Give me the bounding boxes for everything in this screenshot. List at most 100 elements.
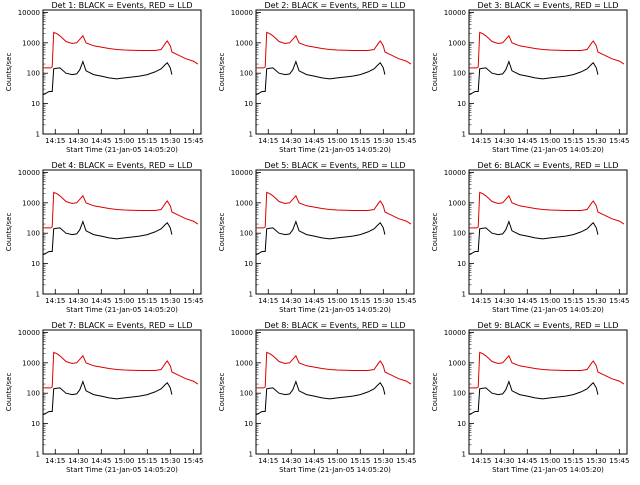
x-tick-label: 14:30	[281, 297, 301, 305]
detector-panel-9: Det 9: BLACK = Events, RED = LLD 1 10 100 10…	[431, 321, 629, 474]
y-tick-label: 1000	[22, 199, 40, 207]
y-axis-label: Counts/sec	[431, 213, 439, 252]
plot-frame	[468, 9, 628, 135]
x-tick-label: 15:30	[160, 137, 180, 145]
x-tick-label: 14:15	[258, 137, 278, 145]
x-tick-label: 15:45	[183, 137, 203, 145]
y-tick-label: 1	[249, 131, 253, 139]
lld-series-line	[43, 31, 199, 69]
y-tick-label: 10000	[231, 329, 253, 337]
x-tick-label: 15:45	[609, 457, 629, 465]
y-tick-label: 100	[453, 390, 466, 398]
x-axis-label: Start Time (21-Jan-05 14:05:20)	[279, 146, 391, 154]
y-tick-label: 1000	[22, 359, 40, 367]
detector-panel-8: Det 8: BLACK = Events, RED = LLD 1 10 100 10…	[218, 321, 416, 474]
panel-title: Det 2: BLACK = Events, RED = LLD	[265, 1, 406, 10]
y-tick-label: 10000	[18, 329, 40, 337]
y-axis-label: Counts/sec	[5, 53, 13, 92]
x-tick-label: 15:30	[586, 297, 606, 305]
y-tick-label: 10000	[444, 169, 466, 177]
x-tick-label: 14:45	[91, 457, 111, 465]
y-axis-label: Counts/sec	[431, 53, 439, 92]
x-tick-label: 14:15	[258, 297, 278, 305]
lld-series-line	[43, 351, 199, 389]
y-tick-label: 1000	[235, 199, 253, 207]
x-tick-label: 15:45	[183, 457, 203, 465]
panel-title: Det 6: BLACK = Events, RED = LLD	[478, 161, 619, 170]
panel-title: Det 8: BLACK = Events, RED = LLD	[265, 321, 406, 330]
detector-panel-7: Det 7: BLACK = Events, RED = LLD 1 10 100 10…	[5, 321, 203, 474]
x-tick-label: 15:30	[373, 297, 393, 305]
y-tick-label: 10000	[444, 9, 466, 17]
x-tick-label: 15:15	[563, 457, 583, 465]
y-tick-label: 1	[249, 291, 253, 299]
x-axis-label: Start Time (21-Jan-05 14:05:20)	[492, 306, 604, 314]
y-tick-label: 100	[27, 390, 40, 398]
y-tick-label: 1000	[448, 359, 466, 367]
detector-panel-4: Det 4: BLACK = Events, RED = LLD 1 10 100 10…	[5, 161, 203, 314]
events-series-line	[468, 60, 599, 95]
x-tick-label: 15:45	[396, 137, 416, 145]
x-tick-label: 15:00	[540, 137, 560, 145]
y-tick-label: 100	[240, 390, 253, 398]
y-tick-label: 1000	[22, 39, 40, 47]
events-series-line	[42, 60, 173, 95]
plot-frame	[42, 169, 202, 295]
lld-series-line	[469, 31, 625, 69]
x-tick-label: 15:15	[350, 137, 370, 145]
y-tick-label: 10	[244, 260, 253, 268]
panel-title: Det 3: BLACK = Events, RED = LLD	[478, 1, 619, 10]
x-tick-label: 14:15	[471, 297, 491, 305]
x-tick-label: 14:30	[494, 297, 514, 305]
y-tick-label: 1	[249, 451, 253, 459]
plot-frame	[42, 329, 202, 455]
lld-series-line	[469, 351, 625, 389]
y-tick-label: 10	[244, 100, 253, 108]
y-tick-label: 1	[36, 451, 40, 459]
y-tick-label: 10	[31, 260, 40, 268]
x-tick-label: 15:30	[373, 457, 393, 465]
x-tick-label: 15:00	[114, 457, 134, 465]
plot-frame	[255, 329, 415, 455]
x-tick-label: 15:00	[327, 137, 347, 145]
y-tick-label: 100	[453, 70, 466, 78]
x-tick-label: 15:30	[160, 297, 180, 305]
x-tick-label: 15:30	[586, 137, 606, 145]
x-tick-label: 15:30	[586, 457, 606, 465]
x-tick-label: 15:15	[350, 297, 370, 305]
x-tick-label: 14:30	[281, 457, 301, 465]
lld-series-line	[256, 31, 412, 69]
panel-title: Det 9: BLACK = Events, RED = LLD	[478, 321, 619, 330]
panel-title: Det 5: BLACK = Events, RED = LLD	[265, 161, 406, 170]
x-tick-label: 14:45	[91, 297, 111, 305]
x-tick-label: 14:45	[304, 457, 324, 465]
x-tick-label: 15:15	[137, 137, 157, 145]
y-tick-label: 100	[240, 230, 253, 238]
x-tick-label: 15:00	[540, 297, 560, 305]
y-tick-label: 100	[27, 70, 40, 78]
events-series-line	[255, 380, 386, 415]
x-tick-label: 14:45	[91, 137, 111, 145]
x-tick-label: 14:15	[258, 457, 278, 465]
plot-frame	[255, 9, 415, 135]
x-tick-label: 14:30	[68, 137, 88, 145]
x-tick-label: 15:45	[609, 297, 629, 305]
x-tick-label: 15:15	[137, 297, 157, 305]
x-tick-label: 14:15	[45, 297, 65, 305]
detector-panel-1: Det 1: BLACK = Events, RED = LLD 1 10 100 10…	[5, 1, 203, 154]
panel-title: Det 7: BLACK = Events, RED = LLD	[52, 321, 193, 330]
x-tick-label: 15:15	[563, 297, 583, 305]
plot-frame	[468, 329, 628, 455]
y-axis-label: Counts/sec	[5, 373, 13, 412]
x-axis-label: Start Time (21-Jan-05 14:05:20)	[492, 466, 604, 474]
x-axis-label: Start Time (21-Jan-05 14:05:20)	[66, 306, 178, 314]
x-tick-label: 15:30	[373, 137, 393, 145]
y-tick-label: 10000	[18, 9, 40, 17]
detector-panel-6: Det 6: BLACK = Events, RED = LLD 1 10 100 10…	[431, 161, 629, 314]
x-tick-label: 15:30	[160, 457, 180, 465]
x-tick-label: 15:45	[396, 457, 416, 465]
x-tick-label: 15:00	[327, 457, 347, 465]
y-tick-label: 1	[462, 451, 466, 459]
plot-frame	[42, 9, 202, 135]
